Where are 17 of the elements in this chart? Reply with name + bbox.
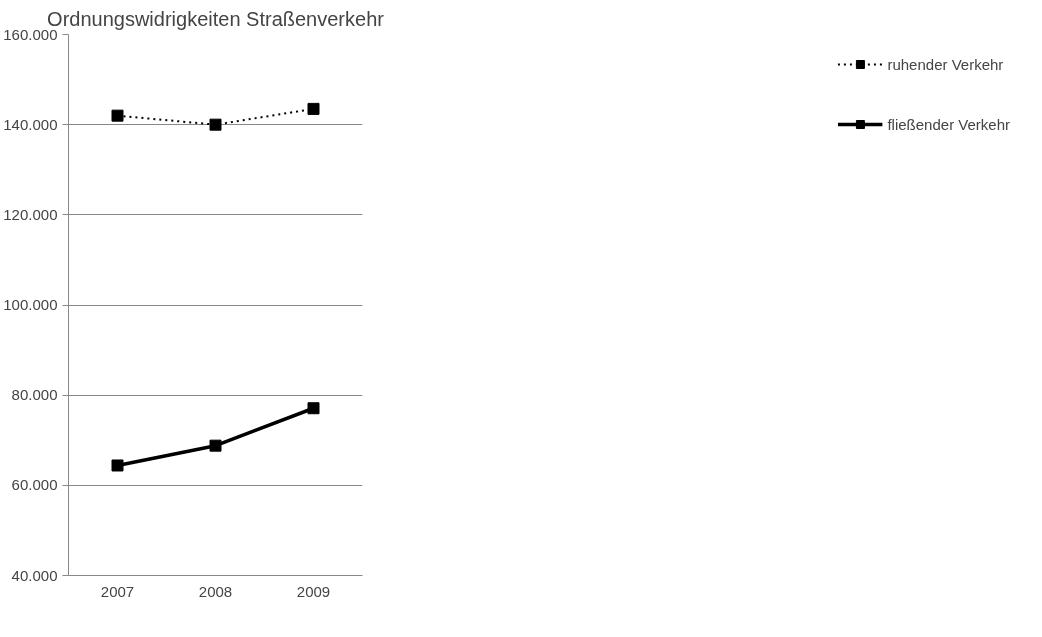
point (307, 402, 320, 415)
point (111, 459, 124, 472)
point (307, 102, 320, 115)
y-tick-label: 100.000 (3, 296, 58, 313)
legend-label: fließender Verkehr (887, 115, 1010, 133)
point (209, 118, 222, 131)
y-tick-label: 40.000 (11, 566, 58, 584)
x-tick-label: 2007 (100, 582, 135, 600)
x-tick-label: 2009 (296, 582, 331, 600)
y-tick-label: 120.000 (3, 205, 58, 223)
point (209, 439, 222, 452)
x-tick-label: 2008 (198, 582, 233, 600)
point (111, 109, 124, 122)
y-tick-label: 60.000 (11, 476, 58, 494)
y-tick-label: 80.000 (11, 386, 58, 404)
legend-label: ruhender Verkehr (887, 55, 1004, 73)
y-tick-label: 140.000 (3, 115, 58, 133)
